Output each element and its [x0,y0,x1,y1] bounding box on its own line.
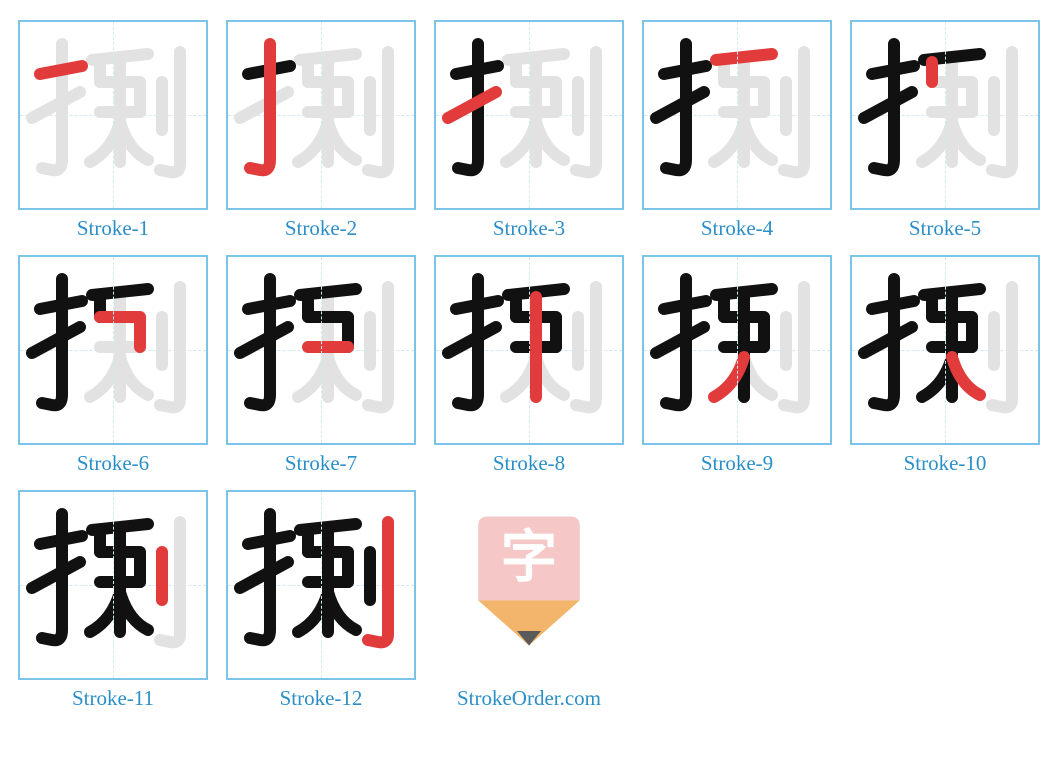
pencil-tip [517,631,541,646]
tile-frame [226,490,416,680]
character-glyph [20,492,206,678]
tile-frame [18,20,208,210]
logo-glyph: 字 [501,526,557,589]
stroke-tile: Stroke-8 [434,255,624,476]
tile-caption: Stroke-7 [226,451,416,476]
tile-frame [850,255,1040,445]
tile-caption: Stroke-4 [642,216,832,241]
character-glyph [228,257,414,443]
stroke-order-grid: Stroke-1Stroke-2Stroke-3Stroke-4Stroke-5… [18,20,1032,711]
stroke-tile: Stroke-5 [850,20,1040,241]
logo-svg: 字 [454,510,604,660]
stroke-tile: Stroke-3 [434,20,624,241]
tile-caption: Stroke-9 [642,451,832,476]
character-glyph [20,257,206,443]
tile-frame [18,490,208,680]
stroke-tile: Stroke-1 [18,20,208,241]
character-glyph [852,257,1038,443]
tile-frame [434,20,624,210]
character-glyph [852,22,1038,208]
tile-caption: Stroke-8 [434,451,624,476]
character-glyph [20,22,206,208]
tile-caption: Stroke-2 [226,216,416,241]
tile-frame [642,20,832,210]
stroke-tile: Stroke-12 [226,490,416,711]
tile-caption: Stroke-1 [18,216,208,241]
tile-caption: Stroke-11 [18,686,208,711]
stroke-tile: Stroke-9 [642,255,832,476]
stroke-tile: Stroke-6 [18,255,208,476]
tile-frame [226,20,416,210]
tile-caption: Stroke-3 [434,216,624,241]
tile-caption: Stroke-12 [226,686,416,711]
tile-frame [850,20,1040,210]
stroke-tile: Stroke-2 [226,20,416,241]
stroke-tile: Stroke-4 [642,20,832,241]
logo-frame: 字 [434,490,624,680]
character-glyph [644,257,830,443]
tile-caption: Stroke-5 [850,216,1040,241]
logo-caption: StrokeOrder.com [434,686,624,711]
tile-frame [226,255,416,445]
tile-caption: Stroke-6 [18,451,208,476]
stroke-tile: Stroke-7 [226,255,416,476]
logo-tile: 字 StrokeOrder.com [434,490,624,711]
character-glyph [436,22,622,208]
stroke-path [716,54,772,60]
stroke-path [40,66,82,74]
stroke-tile: Stroke-10 [850,255,1040,476]
tile-frame [642,255,832,445]
tile-caption: Stroke-10 [850,451,1040,476]
tile-frame [434,255,624,445]
stroke-tile: Stroke-11 [18,490,208,711]
character-glyph [228,492,414,678]
tile-frame [18,255,208,445]
character-glyph [644,22,830,208]
character-glyph [228,22,414,208]
character-glyph [436,257,622,443]
